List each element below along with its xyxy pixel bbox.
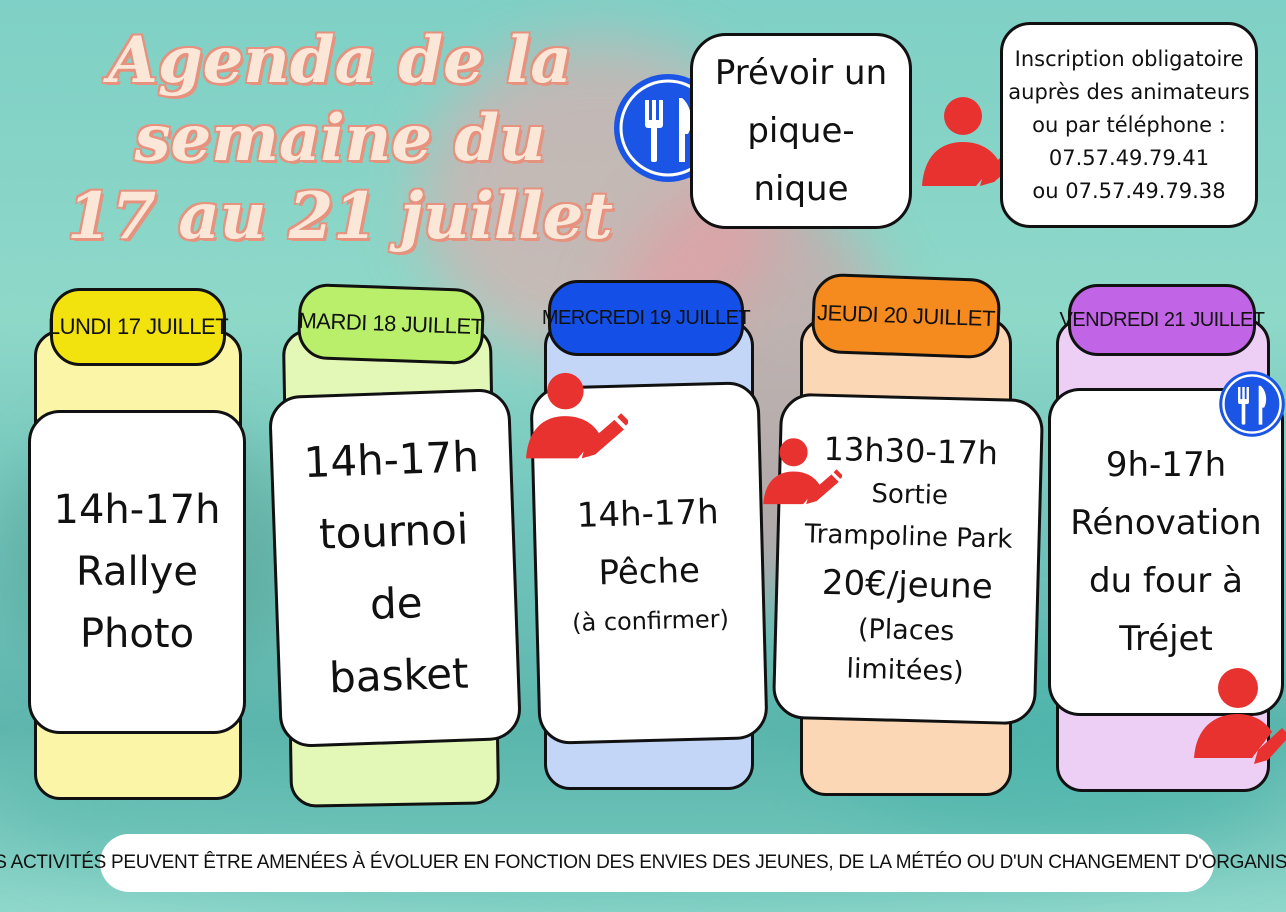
title-line: 17 au 21 juillet: [67, 179, 613, 254]
person-edit-icon: [526, 372, 628, 459]
activity-text: Tréjet: [1119, 619, 1213, 659]
day-label-friday: VENDREDI 21 JUILLET: [1060, 284, 1265, 356]
registration-text: Inscription obligatoire: [1014, 46, 1244, 71]
phone-number: ou 07.57.49.79.38: [1032, 178, 1226, 203]
person-edit-icon: [763, 438, 842, 505]
activity-time: 9h-17h: [1105, 445, 1227, 485]
activity-text: basket: [328, 648, 470, 703]
fork-knife-icon: [1219, 371, 1285, 437]
registration-text: auprès des animateurs: [1008, 79, 1250, 104]
activity-note: (à confirmer): [571, 604, 730, 638]
person-edit-icon: [1194, 668, 1286, 764]
picnic-text: Prévoir un: [714, 53, 888, 93]
activity-text: Pêche: [598, 550, 701, 594]
activity-text: tournoi: [318, 504, 470, 559]
activity-text: de: [369, 578, 424, 629]
activity-time: 14h-17h: [302, 432, 480, 488]
activity-text: Sortie: [871, 479, 949, 512]
picnic-reminder: Prévoir un pique- nique: [690, 33, 912, 229]
activity-text: Rallye: [76, 549, 198, 595]
activity-text: Photo: [79, 611, 195, 657]
disclaimer-note: LES ACTIVITÉS PEUVENT ÊTRE AMENÉES À ÉVO…: [0, 834, 1286, 892]
activity-note: (Places: [857, 613, 955, 648]
picnic-text: nique: [753, 169, 849, 209]
title-line: semaine du: [134, 101, 546, 176]
activity-card-monday: 14h-17h Rallye Photo: [28, 410, 246, 734]
page-title: Agenda de la semaine du 17 au 21 juillet: [40, 22, 640, 256]
activity-note: limitées): [846, 653, 965, 688]
activity-card-friday: 9h-17h Rénovation du four à Tréjet: [1048, 388, 1284, 716]
registration-text: ou par téléphone :: [1032, 112, 1226, 137]
activity-time: 14h-17h: [576, 492, 720, 536]
activity-price: 20€/jeune: [821, 562, 994, 608]
activity-text: du four à: [1089, 561, 1243, 601]
activity-text: Rénovation: [1070, 503, 1262, 543]
picnic-text: pique-: [747, 111, 855, 151]
day-label-monday: LUNDI 17 JUILLET: [48, 288, 229, 366]
registration-info: Inscription obligatoire auprès des anima…: [1000, 22, 1258, 228]
activity-time: 13h30-17h: [823, 429, 999, 473]
day-label-tuesday: MARDI 18 JUILLET: [296, 282, 486, 366]
phone-number: 07.57.49.79.41: [1048, 145, 1210, 170]
activity-time: 14h-17h: [53, 487, 221, 533]
activity-card-tuesday: 14h-17h tournoi de basket: [267, 387, 523, 749]
activity-text: Trampoline Park: [804, 519, 1013, 555]
day-label-thursday: JEUDI 20 JUILLET: [810, 272, 1002, 360]
title-line: Agenda de la: [108, 23, 572, 98]
day-label-wednesday: MERCREDI 19 JUILLET: [542, 280, 751, 356]
